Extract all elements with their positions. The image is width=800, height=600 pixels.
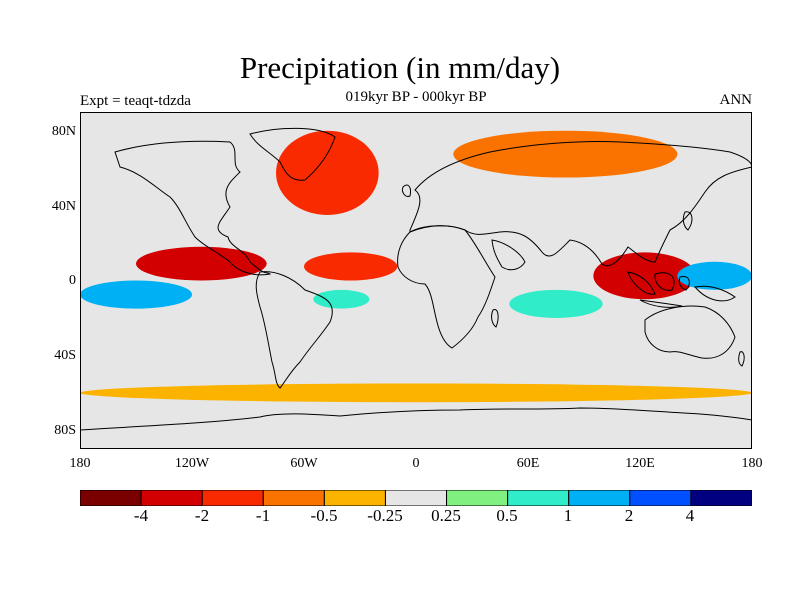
anomaly-region bbox=[509, 289, 603, 318]
colorbar-label: -4 bbox=[133, 506, 149, 525]
coastlines bbox=[80, 127, 752, 431]
colorbar-cell bbox=[80, 490, 142, 506]
anomaly-region bbox=[136, 246, 267, 281]
x-tick-label: 180 bbox=[741, 456, 763, 471]
colorbar-label: -0.5 bbox=[310, 506, 338, 525]
colorbar-label: -0.25 bbox=[367, 506, 403, 525]
colorbar-cell bbox=[140, 490, 203, 506]
x-tick-label: 120W bbox=[174, 456, 210, 471]
x-tick-label: 0 bbox=[412, 456, 420, 471]
colorbar-cell bbox=[323, 490, 386, 506]
map-subtitle: 019kyr BP - 000kyr BP bbox=[345, 89, 487, 105]
anomaly-region bbox=[304, 252, 398, 281]
colorbar-label: 0.25 bbox=[431, 506, 461, 525]
y-tick-label: 40S bbox=[54, 348, 76, 363]
colorbar-label: 1 bbox=[563, 506, 573, 525]
y-tick-label: 80N bbox=[51, 124, 76, 139]
y-tick-label: 80S bbox=[54, 423, 76, 438]
y-tick-label: 0 bbox=[69, 273, 76, 288]
colorbar-label: 2 bbox=[624, 506, 634, 525]
anomaly-region bbox=[677, 261, 752, 290]
colorbar-label: 4 bbox=[685, 506, 695, 525]
colorbar-cell bbox=[568, 490, 631, 506]
colorbar-cell bbox=[201, 490, 264, 506]
colorbar-label: 0.5 bbox=[496, 506, 518, 525]
x-tick-label: 180 bbox=[69, 456, 91, 471]
colorbar-cell bbox=[690, 490, 752, 506]
season-label: ANN bbox=[719, 92, 753, 108]
anomaly-region bbox=[80, 383, 752, 403]
colorbar-label: -2 bbox=[194, 506, 210, 525]
anomaly-region bbox=[593, 252, 697, 300]
colorbar-label: -1 bbox=[255, 506, 271, 525]
anomaly-region bbox=[453, 130, 678, 178]
anomaly-region bbox=[276, 130, 379, 215]
colorbar-cell bbox=[507, 490, 570, 506]
y-tick-label: 40N bbox=[51, 199, 76, 214]
experiment-label: Expt = teaqt-tdzda bbox=[80, 93, 191, 109]
colorbar-cell bbox=[384, 490, 448, 506]
colorbar bbox=[80, 490, 752, 506]
x-tick-label: 60W bbox=[290, 456, 318, 471]
map-title: Precipitation (in mm/day) bbox=[239, 50, 561, 85]
colorbar-cell bbox=[446, 490, 509, 506]
x-tick-label: 60E bbox=[516, 456, 540, 471]
anomaly-region bbox=[313, 289, 370, 309]
colorbar-cell bbox=[629, 490, 692, 506]
precipitation-anomaly-map bbox=[80, 112, 752, 449]
x-tick-label: 120E bbox=[625, 456, 655, 471]
anomaly-region bbox=[80, 280, 192, 309]
colorbar-cell bbox=[262, 490, 325, 506]
map-frame bbox=[80, 112, 752, 449]
